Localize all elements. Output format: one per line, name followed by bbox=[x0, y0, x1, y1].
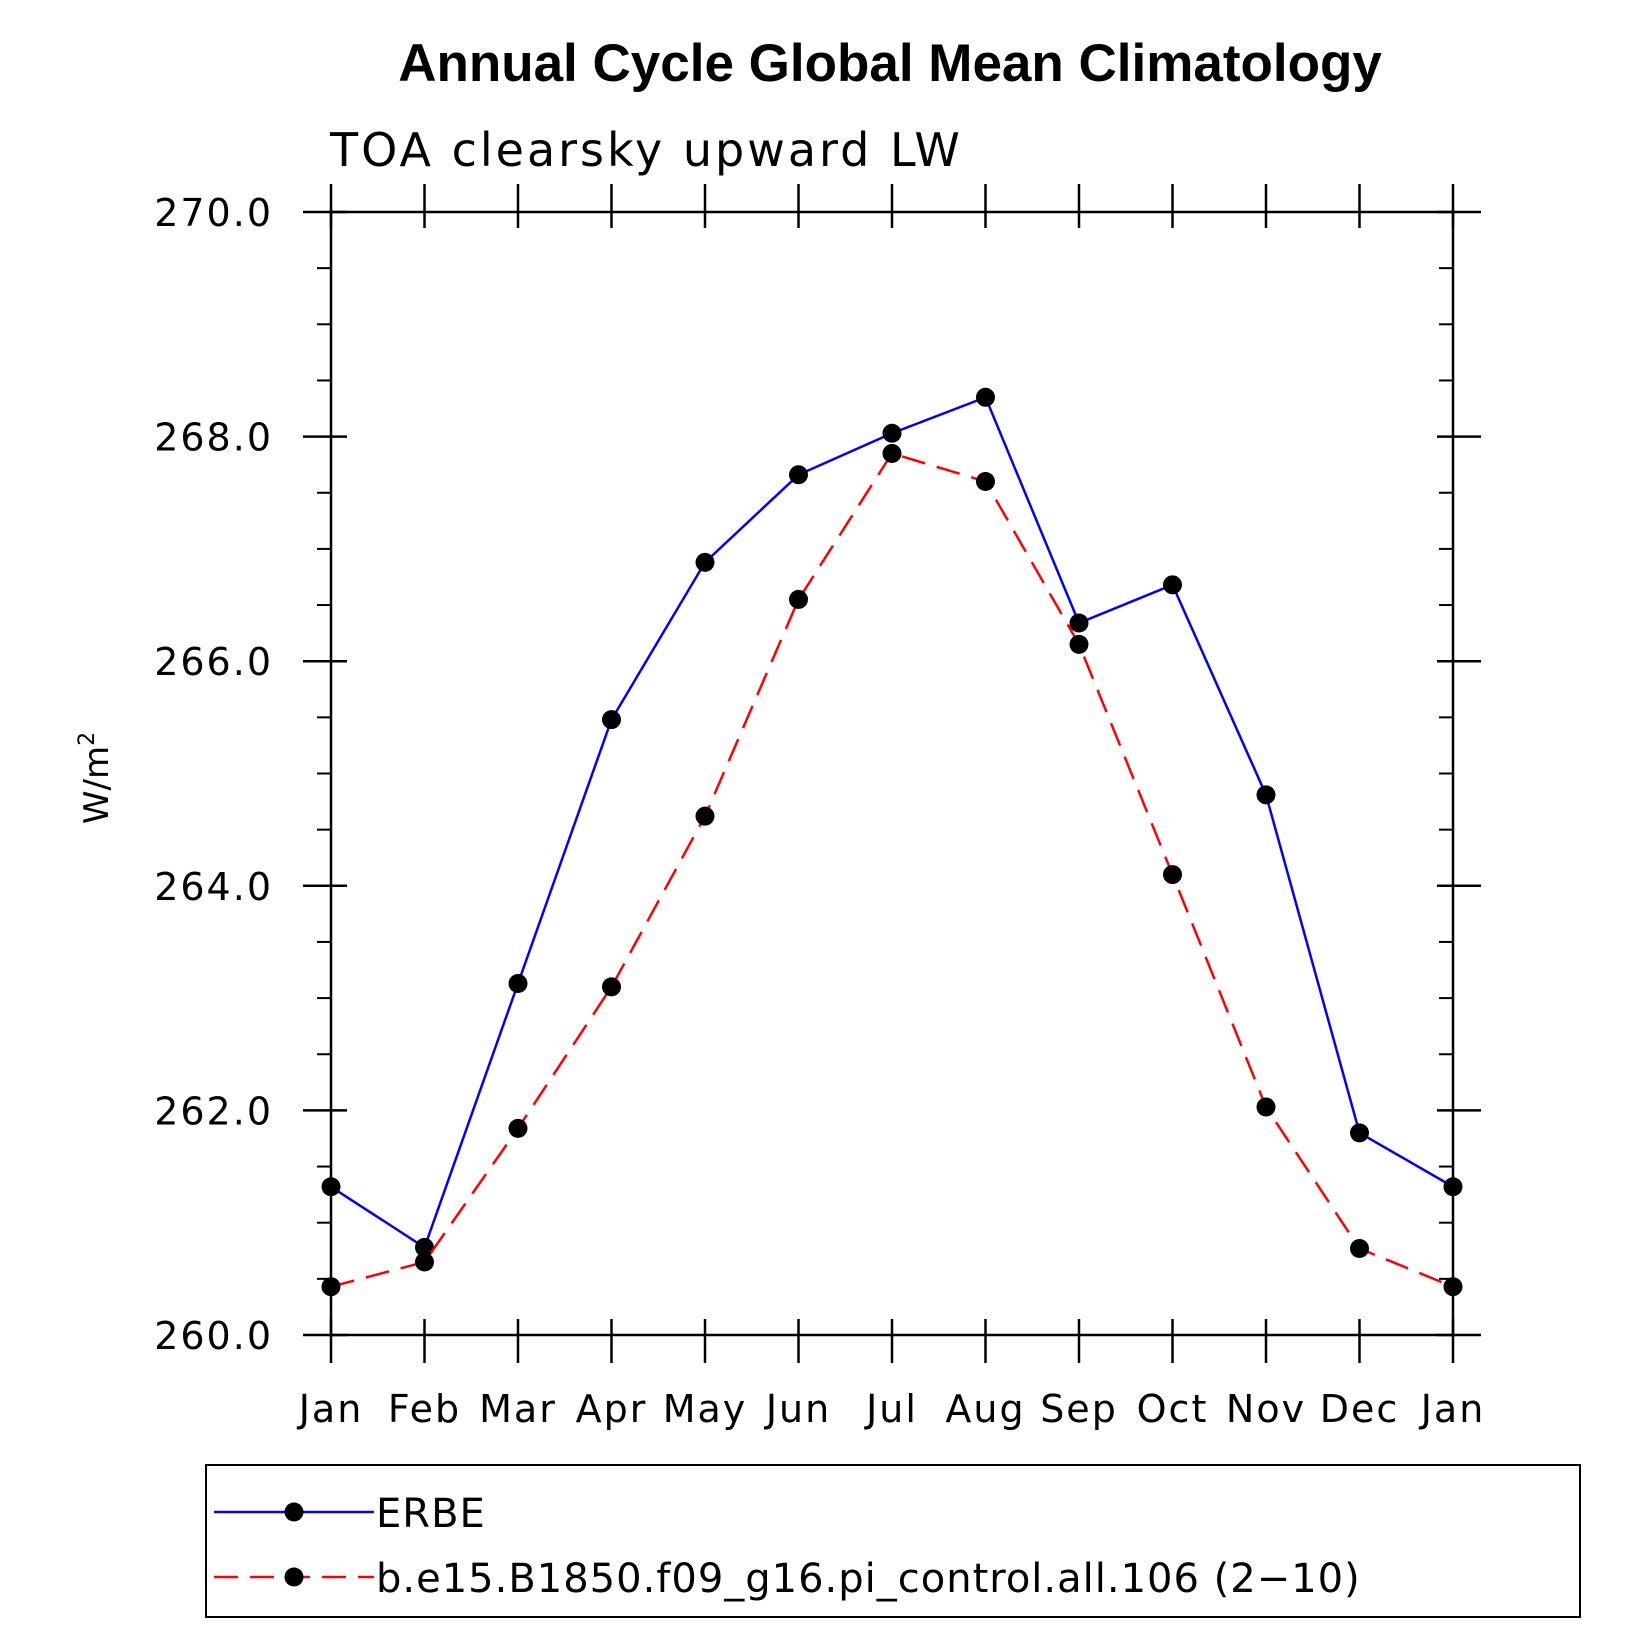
y-tick-label: 260.0 bbox=[154, 1314, 273, 1358]
data-point bbox=[789, 589, 808, 609]
legend-marker bbox=[284, 1567, 304, 1587]
x-tick-label: Dec bbox=[1320, 1387, 1400, 1431]
legend-label: b.e15.B1850.f09_g16.pi_control.all.106 (… bbox=[376, 1556, 1361, 1602]
data-point bbox=[1256, 785, 1276, 805]
y-tick-labels: 260.0 262.0 264.0 266.0 268.0 270.0 bbox=[154, 191, 273, 1358]
data-point bbox=[976, 472, 995, 492]
legend-items: ERBE b.e15.B1850.f09_g16.pi_control.all.1… bbox=[214, 1491, 1361, 1602]
data-point bbox=[1350, 1239, 1369, 1259]
data-point bbox=[882, 443, 902, 463]
series-layer bbox=[321, 387, 1463, 1297]
series-1 bbox=[321, 387, 1463, 1257]
data-point bbox=[976, 387, 995, 407]
data-point bbox=[789, 465, 808, 485]
x-tick-label: Jun bbox=[764, 1387, 831, 1431]
x-tick-label: Jul bbox=[864, 1387, 918, 1431]
series-line bbox=[330, 395, 1454, 1250]
data-point bbox=[1163, 865, 1182, 885]
data-point bbox=[1350, 1123, 1369, 1143]
series-line bbox=[330, 451, 1454, 1288]
y-tick-label: 268.0 bbox=[154, 416, 273, 460]
x-tick-label: Jan bbox=[297, 1387, 364, 1431]
data-point bbox=[695, 552, 715, 572]
x-tick-label: May bbox=[663, 1387, 748, 1431]
y-axis-label-text: W/m bbox=[77, 746, 117, 824]
data-point bbox=[415, 1237, 434, 1257]
plot-frame bbox=[329, 210, 1455, 1337]
y-tick-label: 262.0 bbox=[154, 1089, 273, 1133]
x-tick-label: Aug bbox=[945, 1387, 1025, 1431]
data-point bbox=[415, 1252, 434, 1272]
y-tick-label: 264.0 bbox=[154, 865, 273, 909]
legend-item: b.e15.B1850.f09_g16.pi_control.all.106 (… bbox=[214, 1556, 1361, 1602]
legend-item: ERBE bbox=[214, 1491, 486, 1537]
data-point bbox=[1069, 634, 1089, 654]
x-tick-label: Mar bbox=[479, 1387, 557, 1431]
data-point bbox=[882, 423, 902, 443]
x-tick-label: Nov bbox=[1226, 1387, 1306, 1431]
y-axis-label: W/m2 bbox=[75, 732, 117, 824]
x-tick-label: Sep bbox=[1040, 1387, 1118, 1431]
data-point bbox=[1163, 575, 1182, 595]
data-point bbox=[695, 806, 715, 826]
x-tick-labels: Jan Feb Mar Apr May Jun Jul Aug Sep Oct Nov Dec Jan bbox=[297, 1387, 1486, 1431]
data-point bbox=[602, 977, 621, 997]
y-tick-label: 270.0 bbox=[154, 191, 273, 235]
data-point bbox=[1256, 1097, 1276, 1117]
data-point bbox=[1069, 613, 1089, 633]
legend-box bbox=[205, 1464, 1581, 1618]
x-tick-label: Oct bbox=[1137, 1387, 1209, 1431]
legend-marker bbox=[284, 1502, 304, 1522]
y-axis-label-superscript: 2 bbox=[75, 732, 100, 746]
legend: ERBE b.e15.B1850.f09_g16.pi_control.all.1… bbox=[205, 1464, 1581, 1618]
chart-title: Annual Cycle Global Mean Climatology bbox=[398, 34, 1382, 93]
data-point bbox=[508, 974, 528, 994]
x-tick-label: Jan bbox=[1419, 1387, 1486, 1431]
x-tick-label: Feb bbox=[388, 1387, 461, 1431]
legend-label: ERBE bbox=[376, 1491, 486, 1537]
axis-ticks bbox=[303, 184, 1481, 1363]
series-2 bbox=[321, 443, 1463, 1297]
data-point bbox=[508, 1118, 528, 1138]
data-point bbox=[602, 710, 621, 730]
x-tick-label: Apr bbox=[576, 1387, 648, 1431]
y-tick-label: 266.0 bbox=[154, 640, 273, 684]
chart-subtitle: TOA clearsky upward LW bbox=[329, 123, 963, 177]
